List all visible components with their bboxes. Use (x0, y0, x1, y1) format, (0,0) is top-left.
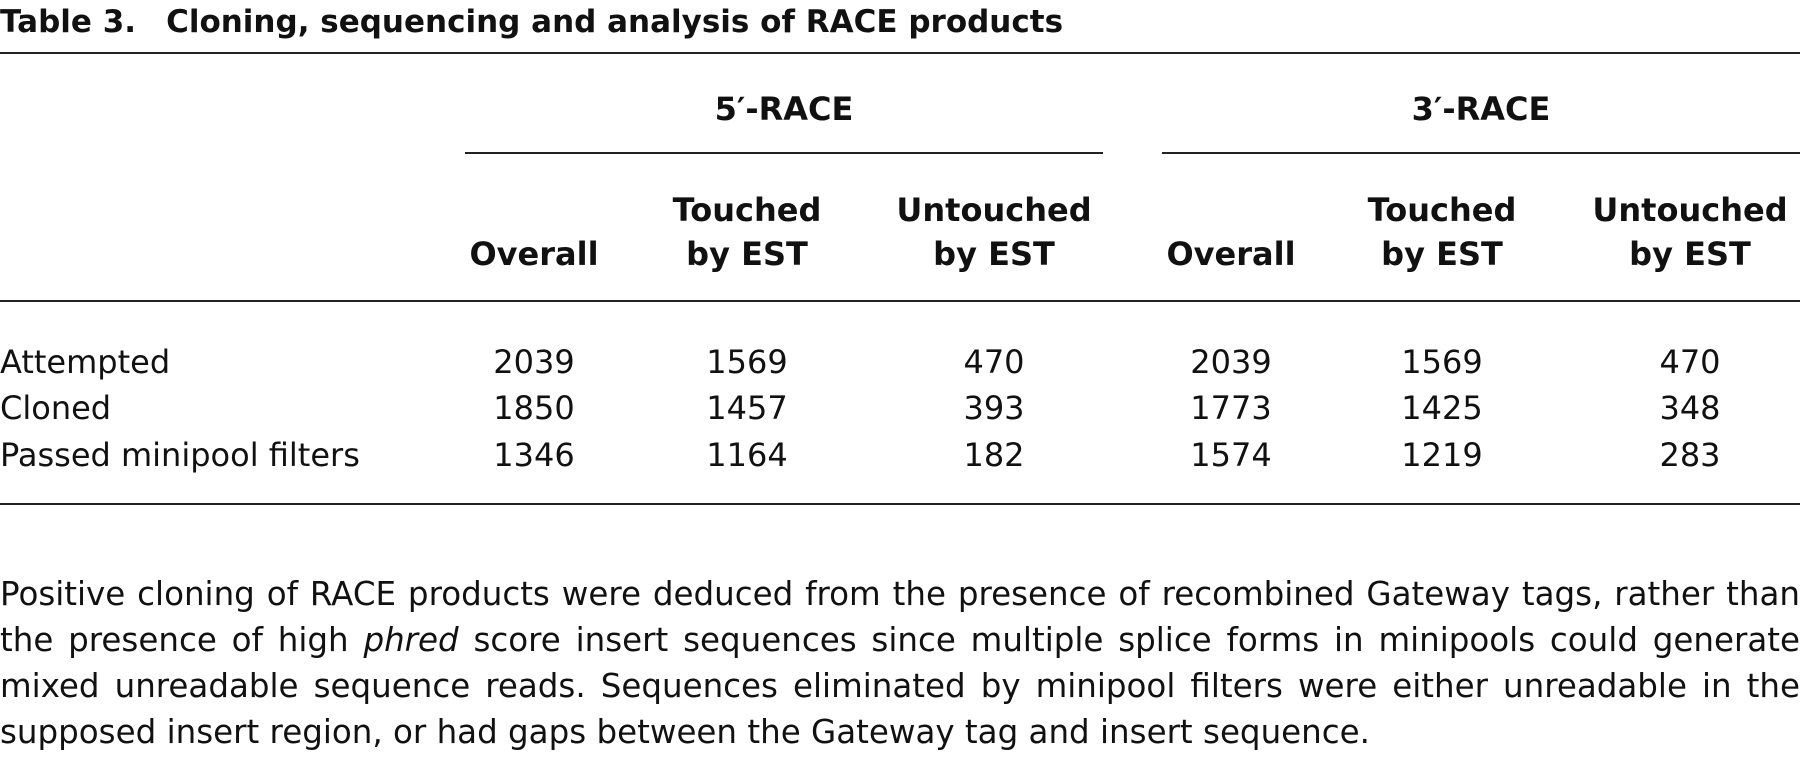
cell: 1164 (706, 436, 788, 474)
footnote-italic: phred (363, 620, 459, 659)
cell: 1457 (706, 389, 788, 427)
rule (0, 503, 1800, 505)
column-header: Untouched by EST (896, 191, 1092, 273)
cell: 348 (1659, 389, 1721, 427)
footnote-text: score insert sequences since multiple sp… (0, 620, 1800, 751)
group-rule (465, 152, 1103, 154)
cell: 1346 (493, 436, 575, 474)
column-header: Touched by EST (672, 191, 822, 273)
cell: 2039 (493, 343, 575, 381)
cell: 470 (1659, 343, 1721, 381)
row-label: Attempted (0, 343, 171, 381)
cell: 470 (963, 343, 1025, 381)
cell: 1574 (1190, 436, 1272, 474)
cell: 1569 (1401, 343, 1483, 381)
table-title: Table 3. Cloning, sequencing and analysis… (0, 4, 1063, 40)
column-header: Untouched by EST (1592, 191, 1788, 273)
cell: 1569 (706, 343, 788, 381)
cell: 393 (963, 389, 1025, 427)
cell: 182 (963, 436, 1025, 474)
cell: 1425 (1401, 389, 1483, 427)
cell: 2039 (1190, 343, 1272, 381)
rule (0, 300, 1800, 302)
column-header: Overall (469, 235, 599, 273)
group-header: 5′-RACE (714, 90, 854, 128)
table-caption: Cloning, sequencing and analysis of RACE… (166, 4, 1064, 40)
column-header: Overall (1166, 235, 1296, 273)
cell: 1850 (493, 389, 575, 427)
cell: 283 (1659, 436, 1721, 474)
column-header: Touched by EST (1367, 191, 1517, 273)
table-label: Table 3. (0, 4, 137, 40)
row-label: Cloned (0, 389, 112, 427)
group-rule (1162, 152, 1800, 154)
group-header: 3′-RACE (1411, 90, 1551, 128)
rule (0, 52, 1800, 54)
footnote-text: Positive cloning of RACE products were d… (0, 574, 1800, 659)
cell: 1773 (1190, 389, 1272, 427)
footnote: Positive cloning of RACE products were d… (0, 571, 1800, 755)
cell: 1219 (1401, 436, 1483, 474)
row-label: Passed minipool filters (0, 436, 360, 474)
